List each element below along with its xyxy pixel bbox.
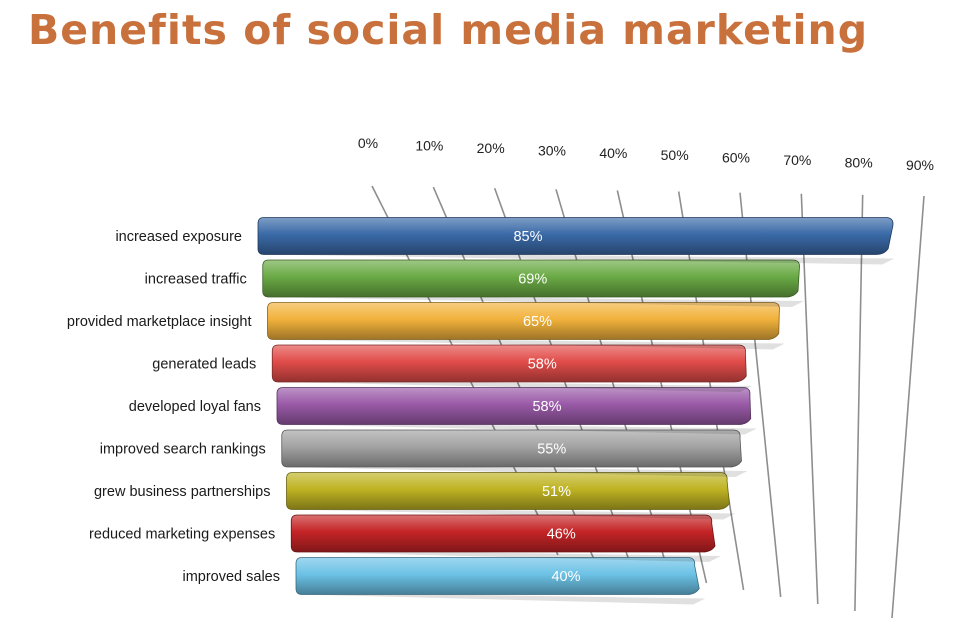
bar-shadow xyxy=(297,550,722,562)
bar-rect xyxy=(262,259,800,298)
bar-value-label: 40% xyxy=(551,569,580,585)
bar-increased-traffic: 69% xyxy=(262,259,805,307)
gridline xyxy=(891,195,925,619)
bar-provided-marketplace-insight: 65% xyxy=(267,302,785,350)
category-label: increased traffic xyxy=(145,272,247,288)
gridline xyxy=(854,194,864,612)
chart-title: Benefits of social media marketing xyxy=(28,6,869,54)
x-tick-label: 70% xyxy=(783,152,811,168)
bar-developed-loyal-fans: 58% xyxy=(276,387,757,435)
category-label: generated leads xyxy=(152,357,256,373)
x-tick-label: 30% xyxy=(538,142,566,158)
category-label: improved sales xyxy=(182,569,280,585)
bar-rect xyxy=(286,472,730,510)
bar-shadow xyxy=(273,337,785,350)
category-label: provided marketplace insight xyxy=(67,314,252,330)
bar-value-label: 58% xyxy=(528,357,557,373)
bar-improved-sales: 40% xyxy=(295,557,706,605)
bar-value-label: 69% xyxy=(518,272,547,288)
bar-reduced-marketing-expenses: 46% xyxy=(290,514,722,562)
x-tick-label: 50% xyxy=(661,147,689,163)
bar-shadow xyxy=(278,380,753,392)
x-tick-label: 20% xyxy=(477,140,505,156)
bar-rect xyxy=(271,344,747,383)
bar-value-label: 46% xyxy=(547,527,576,543)
bar-rect xyxy=(290,514,716,553)
bar-shadow xyxy=(287,465,748,477)
category-label: developed loyal fans xyxy=(129,399,261,415)
gridline xyxy=(800,193,819,605)
category-label: increased exposure xyxy=(115,229,242,245)
bar-grew-business-partnerships: 51% xyxy=(286,472,736,520)
bar-shadow xyxy=(283,422,757,435)
category-labels: improved sales reduced marketing expenses… xyxy=(67,229,280,585)
category-label: reduced marketing expenses xyxy=(89,527,275,543)
bar-shadow xyxy=(268,295,805,307)
category-label: grew business partnerships xyxy=(94,484,271,500)
bar-rect xyxy=(267,302,780,340)
bar-rect xyxy=(257,217,894,255)
bar-improved-search-rankings: 55% xyxy=(281,429,748,477)
bar-shadow xyxy=(264,252,895,265)
bar-rect xyxy=(281,429,742,468)
bar-value-label: 55% xyxy=(537,442,566,458)
x-tick-label: 90% xyxy=(906,157,934,173)
bar-increased-exposure: 85% xyxy=(257,217,895,265)
x-tick-label: 40% xyxy=(599,145,627,161)
x-tick-label: 80% xyxy=(845,155,873,171)
bar-value-label: 65% xyxy=(523,314,552,330)
bars-layer: 40% 46% 51% 55% 58% 58% 65% 69% 85% xyxy=(257,217,895,605)
x-tick-label: 0% xyxy=(358,135,378,151)
bar-rect xyxy=(295,557,700,595)
x-tick-label: 60% xyxy=(722,150,750,166)
bar-value-label: 58% xyxy=(532,399,561,415)
category-label: improved search rankings xyxy=(100,442,266,458)
bar-value-label: 51% xyxy=(542,484,571,500)
bar-value-label: 85% xyxy=(513,229,542,245)
bar-shadow xyxy=(292,507,736,520)
bar-rect xyxy=(276,387,752,425)
bar-generated-leads: 58% xyxy=(271,344,753,392)
bar-shadow xyxy=(302,592,706,605)
x-tick-label: 10% xyxy=(415,137,443,153)
x-axis-ticks: 0% 10% 20% 30% 40% 50% 60% 70% 80% 90% xyxy=(358,135,934,173)
